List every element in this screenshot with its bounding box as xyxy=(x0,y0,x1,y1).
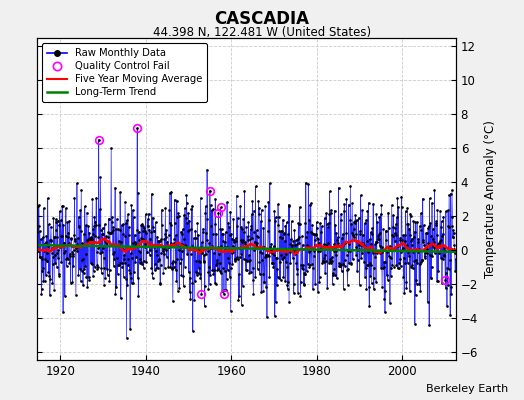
Text: Berkeley Earth: Berkeley Earth xyxy=(426,384,508,394)
Text: CASCADIA: CASCADIA xyxy=(214,10,310,28)
Legend: Raw Monthly Data, Quality Control Fail, Five Year Moving Average, Long-Term Tren: Raw Monthly Data, Quality Control Fail, … xyxy=(42,43,207,102)
Text: 44.398 N, 122.481 W (United States): 44.398 N, 122.481 W (United States) xyxy=(153,26,371,39)
Y-axis label: Temperature Anomaly (°C): Temperature Anomaly (°C) xyxy=(484,120,497,278)
